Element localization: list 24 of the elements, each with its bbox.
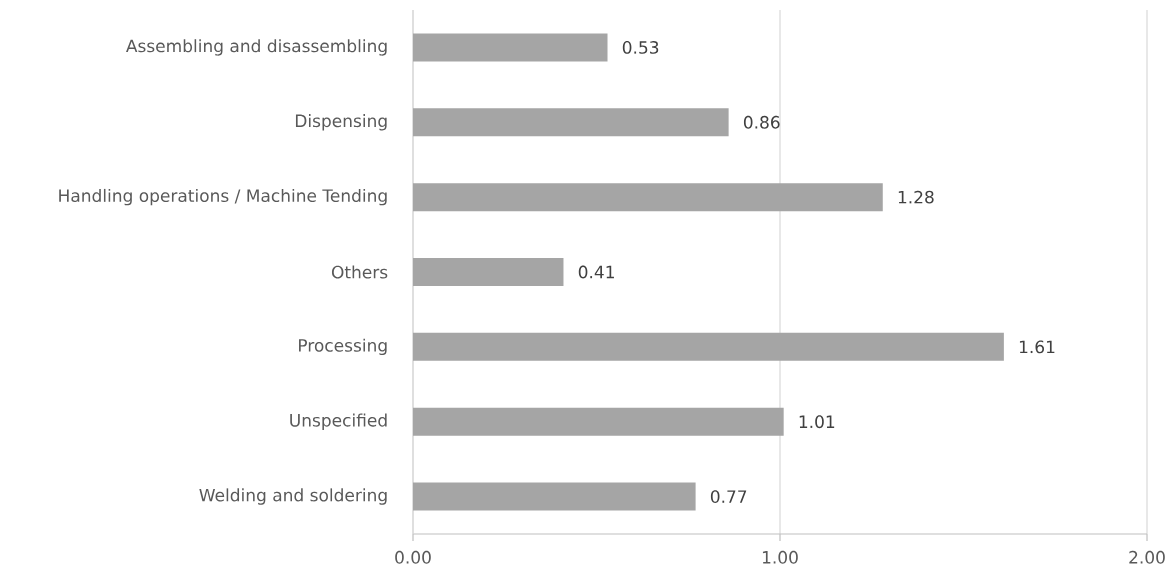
x-tick-label: 2.00 [1129, 550, 1165, 564]
bar [413, 332, 1004, 361]
data-label: 0.86 [743, 115, 780, 129]
bar [413, 108, 729, 137]
bar [413, 33, 608, 62]
y-tick-label: Processing [299, 338, 387, 356]
data-label: 1.01 [799, 415, 835, 429]
x-tick-label: 0.00 [395, 550, 431, 564]
data-label: 0.53 [622, 41, 659, 54]
bar [413, 482, 696, 511]
y-tick-label: Unspecified [290, 413, 387, 430]
y-tick-label: Handling operations / Machine Tending [59, 188, 387, 206]
bar [413, 258, 564, 286]
data-label: 0.77 [710, 490, 747, 503]
data-label: 1.61 [1019, 340, 1055, 354]
y-tick-label: Assembling and disassembling [125, 39, 387, 56]
data-label: 1.28 [898, 190, 934, 204]
bar [413, 183, 883, 212]
y-tick-label: Welding and soldering [199, 488, 387, 505]
bar [413, 407, 784, 436]
y-tick-label: Others [331, 265, 388, 279]
x-tick-label: 1.00 [762, 550, 798, 564]
y-tick-label: Dispensing [295, 114, 387, 131]
data-label: 0.41 [578, 265, 614, 279]
